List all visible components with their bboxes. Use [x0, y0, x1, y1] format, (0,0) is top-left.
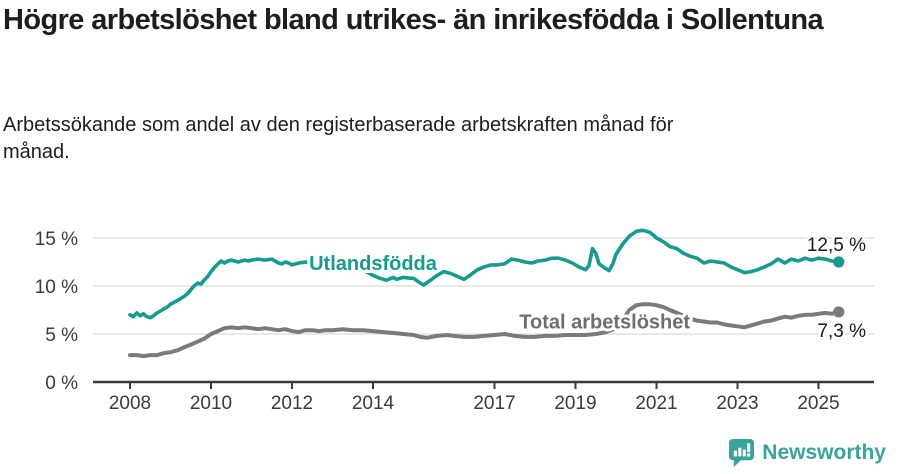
x-tick-label: 2010 [190, 393, 232, 414]
end-value-label-utlandsfodda: 12,5 % [807, 235, 866, 256]
x-tick-label: 2025 [797, 393, 839, 414]
x-tick-label: 2021 [635, 393, 677, 414]
y-tick-label: 5 % [45, 325, 78, 346]
series-line-total [128, 302, 841, 359]
x-tick-label: 2017 [473, 393, 515, 414]
chart-title: Högre arbetslöshet bland utrikes- än inr… [3, 4, 824, 36]
newsworthy-logo-icon [728, 438, 755, 468]
series-label-utlandsfodda: Utlandsfödda [309, 253, 438, 275]
brand-name: Newsworthy [762, 441, 886, 464]
end-dot-total [833, 306, 845, 318]
x-tick-label: 2008 [109, 393, 151, 414]
y-tick-label: 10 % [35, 277, 78, 298]
y-tick-label: 0 % [45, 373, 78, 394]
x-tick-label: 2019 [554, 393, 596, 414]
y-tick-label: 15 % [35, 229, 78, 250]
x-tick-label: 2023 [716, 393, 758, 414]
line-chart: Total arbetslöshet Utlandsfödda 2008 2010 20… [35, 228, 874, 414]
chart-subtitle: Arbetssökande som andel av den registerb… [3, 114, 674, 163]
end-value-label-total: 7,3 % [817, 321, 866, 342]
series-label-total: Total arbetslöshet [519, 312, 690, 334]
series-line-utlandsfodda [128, 228, 841, 320]
brand-footer: Newsworthy [728, 438, 886, 468]
x-tick-label: 2014 [352, 393, 395, 414]
x-tick-label: 2012 [271, 393, 313, 414]
end-dot-utlandsfodda [833, 256, 845, 268]
